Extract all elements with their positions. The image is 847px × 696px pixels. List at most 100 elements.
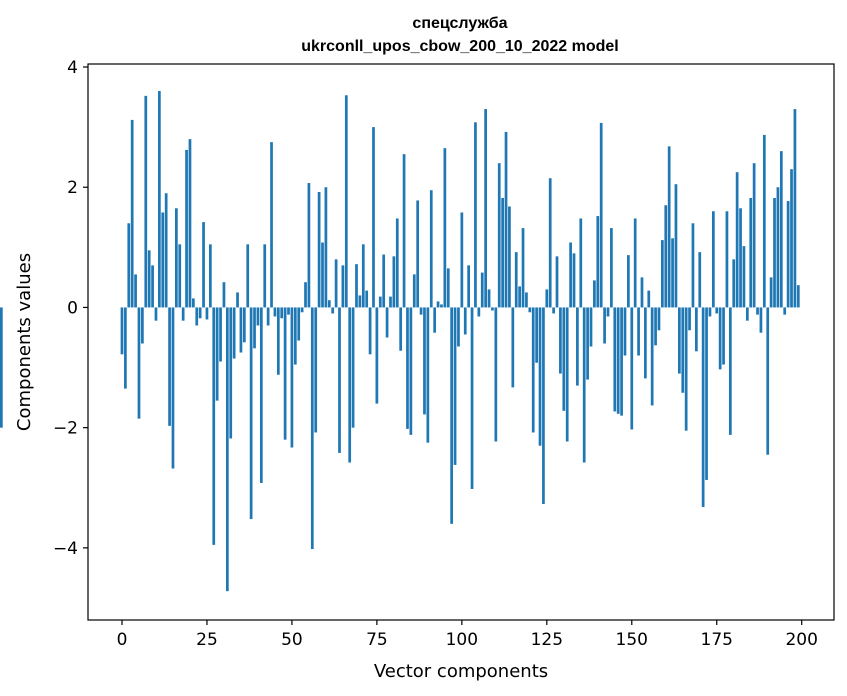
bar xyxy=(443,148,447,308)
bar xyxy=(508,206,511,308)
bar xyxy=(310,307,314,550)
bar xyxy=(334,259,338,308)
bars-group xyxy=(0,91,800,592)
bar xyxy=(514,252,518,308)
bar xyxy=(239,307,243,353)
bar xyxy=(752,163,756,308)
bar xyxy=(681,307,685,393)
bar xyxy=(559,307,562,374)
bar xyxy=(576,307,579,386)
bar xyxy=(722,307,725,365)
bar xyxy=(474,122,477,308)
bar xyxy=(562,307,566,411)
bar xyxy=(633,218,637,308)
bar xyxy=(783,307,787,315)
bar xyxy=(528,307,532,313)
bar xyxy=(389,296,392,308)
bar xyxy=(572,253,576,308)
bar xyxy=(569,242,572,308)
bar xyxy=(344,95,348,308)
bar xyxy=(603,307,606,344)
bar xyxy=(287,307,290,315)
bar xyxy=(450,307,454,524)
bar xyxy=(463,307,467,335)
bar xyxy=(307,183,311,308)
y-tick-label: 4 xyxy=(67,58,78,78)
bar xyxy=(385,307,389,338)
bar xyxy=(300,307,304,313)
bar xyxy=(708,307,712,317)
x-tick-label: 75 xyxy=(366,630,388,650)
bar xyxy=(416,200,420,308)
bar xyxy=(586,307,589,380)
bar xyxy=(776,187,780,308)
bar xyxy=(229,307,233,439)
bar xyxy=(236,292,239,308)
bar xyxy=(198,307,202,319)
bar xyxy=(627,255,630,308)
bar xyxy=(246,244,250,308)
bar xyxy=(368,307,372,355)
bar xyxy=(579,218,583,308)
bar xyxy=(484,109,487,308)
bar xyxy=(688,307,691,331)
chart-title-line-1: спецслужба xyxy=(412,15,507,32)
bar xyxy=(606,307,610,317)
bar xyxy=(480,272,484,308)
bar xyxy=(440,304,443,308)
bar xyxy=(647,290,651,308)
bar xyxy=(365,290,369,308)
bar xyxy=(304,282,307,308)
bar xyxy=(491,307,494,311)
bar xyxy=(460,212,464,308)
bar xyxy=(610,228,613,308)
bar xyxy=(273,307,277,317)
bar xyxy=(497,163,501,308)
bar xyxy=(253,307,256,349)
bar xyxy=(185,149,188,308)
bar xyxy=(423,307,426,415)
bar xyxy=(290,307,294,448)
bar xyxy=(361,244,365,308)
bar xyxy=(477,307,481,317)
bar xyxy=(650,307,654,406)
bar xyxy=(756,307,759,315)
bar xyxy=(249,307,253,520)
bar xyxy=(593,280,596,308)
bar xyxy=(705,307,708,480)
bar xyxy=(341,265,345,308)
bar xyxy=(372,127,375,308)
bar xyxy=(793,109,797,308)
bar xyxy=(399,307,403,351)
x-tick-label: 125 xyxy=(531,630,563,650)
bar xyxy=(419,307,423,315)
bar xyxy=(409,307,413,435)
x-tick-label: 100 xyxy=(446,630,478,650)
bar xyxy=(382,254,386,308)
bar xyxy=(494,307,498,442)
bar xyxy=(531,307,535,433)
bar xyxy=(141,307,144,344)
bar xyxy=(202,222,205,308)
bar xyxy=(630,307,634,430)
bar xyxy=(168,307,171,426)
bar xyxy=(219,307,222,362)
bar xyxy=(130,119,134,308)
bar xyxy=(555,256,559,308)
bar xyxy=(548,178,552,308)
bar xyxy=(181,307,185,321)
bar xyxy=(222,282,226,308)
y-axis-ticks: −4 −2 0 2 4 xyxy=(53,58,88,559)
bar xyxy=(375,307,379,404)
bar xyxy=(259,307,263,483)
bar xyxy=(293,307,297,365)
bar xyxy=(134,274,137,308)
bar xyxy=(613,307,617,412)
bar xyxy=(263,244,267,308)
x-tick-label: 175 xyxy=(701,630,733,650)
bar xyxy=(620,307,623,416)
bar xyxy=(232,307,236,359)
bar xyxy=(429,190,433,308)
bar xyxy=(351,307,355,428)
bar xyxy=(331,307,335,314)
